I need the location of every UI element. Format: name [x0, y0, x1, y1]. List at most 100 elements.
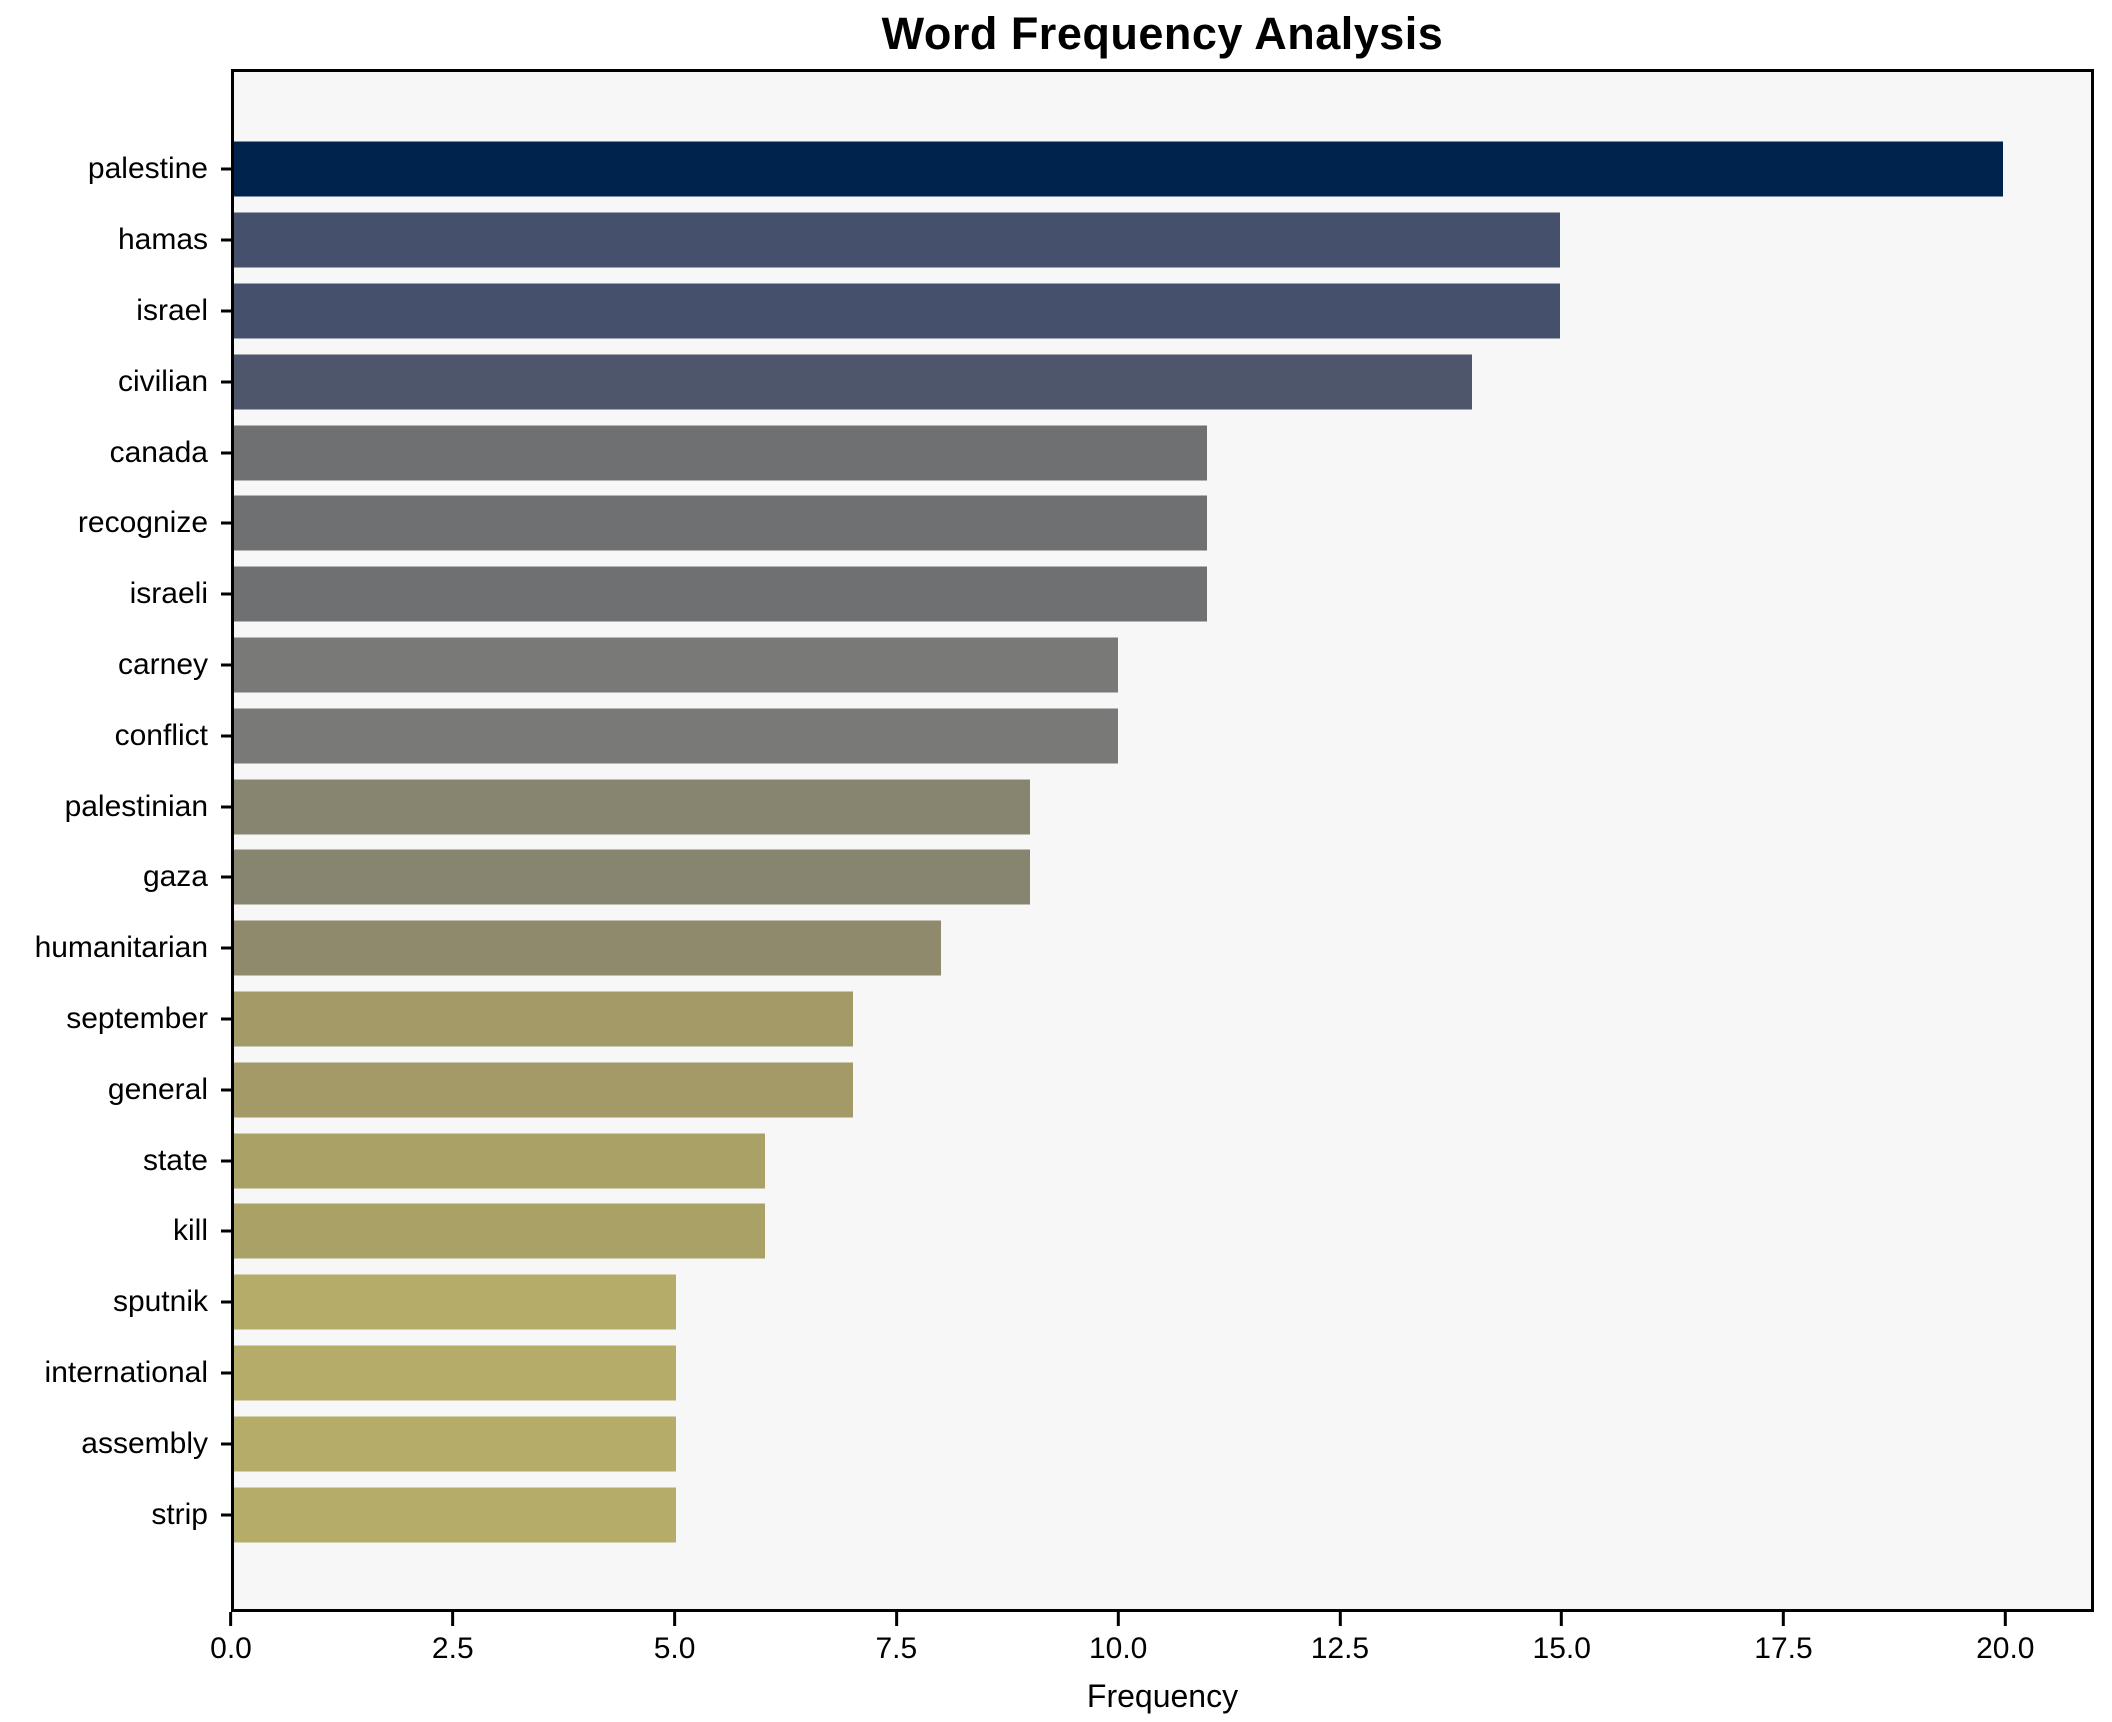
category-label: carney [117, 647, 208, 681]
category-label: state [142, 1143, 208, 1177]
bar-row: civilian [118, 346, 2091, 417]
plot-area: palestine hamas israel civilian canada recogn… [35, 69, 2094, 1612]
category-label: recognize [77, 506, 208, 540]
y-tick-mark [221, 875, 231, 879]
x-tick-mark [894, 1612, 898, 1626]
x-tick: 12.5 [1311, 1612, 1369, 1666]
y-tick-mark [221, 805, 231, 809]
category-label: hamas [117, 223, 208, 257]
y-tick-mark [221, 238, 231, 242]
x-tick: 2.5 [432, 1612, 474, 1666]
y-tick-mark [221, 1088, 231, 1092]
bar-row: hamas [118, 205, 2091, 276]
bar-row: general [108, 1054, 2091, 1125]
bar [234, 1203, 765, 1259]
bar-row: recognize [78, 488, 2091, 559]
y-tick-mark [221, 1017, 231, 1021]
x-tick-mark [673, 1612, 677, 1626]
bar-rows-container: palestine hamas israel civilian canada recogn… [35, 134, 2091, 1550]
bar-row: kill [173, 1196, 2091, 1267]
bar [234, 991, 853, 1047]
x-tick-label: 15.0 [1532, 1632, 1591, 1665]
x-tick-mark [1781, 1612, 1785, 1626]
y-tick-mark [221, 592, 231, 596]
bar-row: israeli [130, 559, 2091, 630]
x-tick: 7.5 [875, 1612, 917, 1666]
category-label: canada [109, 435, 208, 469]
bar-row: strip [151, 1479, 2091, 1550]
bar [234, 779, 1030, 835]
x-tick: 5.0 [653, 1612, 696, 1666]
bar-row: international [45, 1338, 2091, 1409]
category-label: kill [173, 1214, 208, 1248]
x-tick-label: 10.0 [1088, 1632, 1148, 1665]
y-tick-mark [221, 663, 231, 667]
bar [234, 212, 1561, 268]
x-tick-mark [2003, 1612, 2007, 1626]
bar [234, 849, 1030, 905]
bar-row: palestinian [65, 771, 2091, 842]
category-label: assembly [81, 1426, 208, 1460]
bar [234, 283, 1561, 339]
bar-row: state [143, 1125, 2091, 1196]
y-tick-mark [221, 1159, 231, 1163]
y-tick-mark [221, 380, 231, 384]
category-label: israeli [129, 577, 208, 611]
bar [234, 1133, 765, 1189]
bar [234, 1416, 677, 1472]
bar-row: canada [110, 417, 2091, 488]
bar [234, 425, 1207, 481]
bar-row: assembly [81, 1408, 2091, 1479]
x-tick-label: 20.0 [1976, 1632, 2035, 1665]
bar [234, 1345, 677, 1401]
x-tick-label: 7.5 [875, 1632, 918, 1665]
bar-row: humanitarian [35, 913, 2091, 984]
category-label: humanitarian [34, 931, 208, 965]
x-axis-ticks: 0.0 2.5 5.0 7.5 10.0 12.5 15.0 17.5 20.0 [210, 1612, 2094, 1672]
bar-row: september [66, 984, 2091, 1055]
x-tick: 0.0 [210, 1612, 252, 1666]
category-label: september [66, 1001, 208, 1035]
bar [234, 566, 1207, 622]
category-label: israel [136, 293, 208, 327]
category-label: international [44, 1355, 208, 1389]
bar-row: sputnik [113, 1267, 2091, 1338]
category-label: sputnik [112, 1285, 208, 1319]
y-tick-mark [221, 1513, 231, 1517]
category-label: palestinian [64, 789, 208, 823]
y-tick-mark [221, 734, 231, 738]
x-tick-mark [451, 1612, 455, 1626]
bar [234, 1062, 853, 1118]
bar [234, 495, 1207, 551]
category-label: conflict [114, 718, 208, 752]
bar-row: palestine [88, 134, 2091, 205]
bar [234, 920, 942, 976]
y-tick-mark [221, 1229, 231, 1233]
bar [234, 1487, 677, 1543]
y-tick-mark [221, 521, 231, 525]
x-tick-label: 5.0 [653, 1632, 696, 1665]
bar [234, 354, 1472, 410]
category-label: gaza [142, 860, 208, 894]
bar [234, 1274, 677, 1330]
x-tick-label: 2.5 [431, 1632, 474, 1665]
bar-row: carney [118, 630, 2091, 701]
category-label: strip [151, 1497, 208, 1531]
x-tick-mark [229, 1612, 233, 1626]
x-tick-mark [1560, 1612, 1564, 1626]
category-label: general [107, 1072, 208, 1106]
y-tick-mark [221, 451, 231, 455]
x-tick: 10.0 [1089, 1612, 1147, 1666]
x-tick: 17.5 [1754, 1612, 1813, 1666]
bar [234, 141, 2003, 197]
bar-row: conflict [115, 700, 2091, 771]
bar [234, 637, 1119, 693]
y-tick-mark [221, 1442, 231, 1446]
bar [234, 708, 1119, 764]
x-tick-label: 17.5 [1754, 1632, 1813, 1665]
chart-title: Word Frequency Analysis [881, 8, 1444, 59]
x-tick-mark [1338, 1612, 1342, 1626]
bar-row: israel [136, 276, 2091, 347]
category-label: civilian [117, 364, 208, 398]
category-label: palestine [87, 152, 208, 186]
